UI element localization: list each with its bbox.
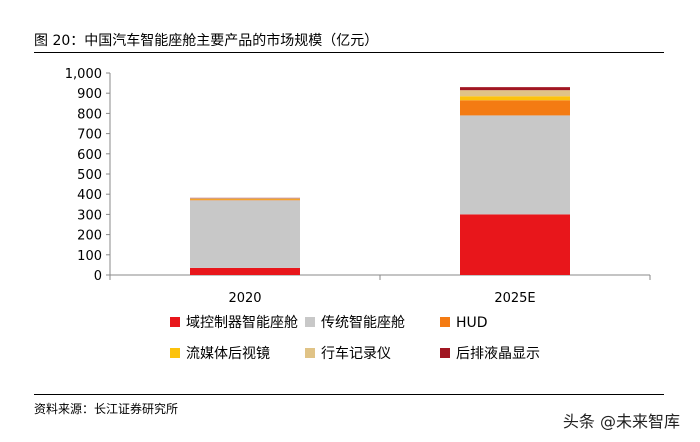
x-tick-label: 2020 xyxy=(228,291,261,306)
bar-segment xyxy=(460,96,570,101)
bar-segment xyxy=(460,115,570,215)
legend-swatch xyxy=(170,348,180,358)
y-tick-label: 500 xyxy=(77,168,102,183)
y-tick-label: 600 xyxy=(77,148,102,163)
y-tick-label: 400 xyxy=(77,188,102,203)
legend-label: 域控制器智能座舱 xyxy=(186,315,298,331)
bar-segment xyxy=(460,90,570,97)
bar-segment xyxy=(190,198,300,200)
bar-segment xyxy=(190,267,300,275)
legend-swatch xyxy=(440,317,450,327)
y-tick-label: 100 xyxy=(77,249,102,264)
figure-title: 图 20：中国汽车智能座舱主要产品的市场规模（亿元） xyxy=(34,33,379,49)
y-tick-label: 300 xyxy=(77,208,102,223)
legend-label: 行车记录仪 xyxy=(321,345,391,362)
legend-label: 流媒体后视镜 xyxy=(186,346,270,362)
y-tick-label: 700 xyxy=(77,128,102,143)
legend-swatch xyxy=(440,348,450,358)
legend-swatch xyxy=(305,317,315,327)
y-tick-label: 200 xyxy=(77,229,102,244)
legend-label: HUD xyxy=(456,315,488,331)
x-tick-label: 2025E xyxy=(494,291,535,306)
bar-segment xyxy=(460,87,570,91)
y-tick-label: 0 xyxy=(94,269,102,284)
legend-swatch xyxy=(305,348,315,358)
legend-label: 后排液晶显示 xyxy=(456,346,540,362)
legend-swatch xyxy=(170,317,180,327)
bar-segment xyxy=(190,200,300,268)
y-tick-label: 900 xyxy=(77,87,102,102)
stacked-bar-chart: 0 100 200 300 400 500 600 700 800 900 1,000 2020 202… xyxy=(65,67,651,362)
watermark: 头条 @未来智库 xyxy=(562,412,680,431)
y-tick-label: 800 xyxy=(77,107,102,122)
bar-segment xyxy=(460,100,570,116)
source-rule xyxy=(34,394,664,395)
bar-segment xyxy=(460,214,570,275)
source-note: 资料来源：长江证券研究所 xyxy=(34,402,179,416)
bar-segment xyxy=(190,199,300,201)
legend-label: 传统智能座舱 xyxy=(321,315,405,331)
title-rule xyxy=(34,52,664,53)
y-tick-label: 1,000 xyxy=(65,67,102,82)
